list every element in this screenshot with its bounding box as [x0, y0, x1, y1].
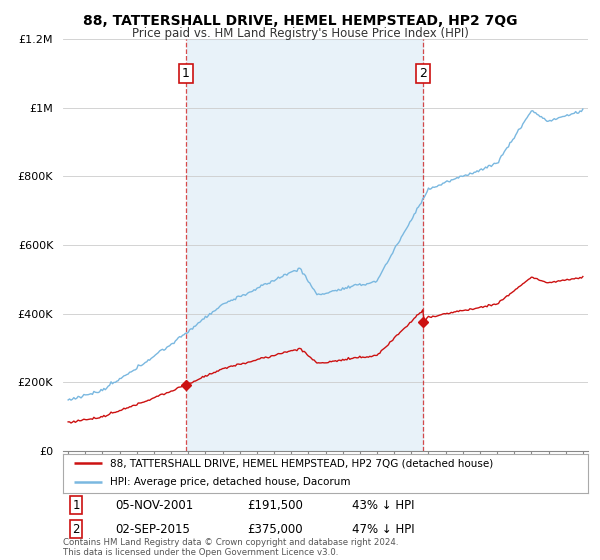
Text: 1: 1 — [73, 499, 80, 512]
Text: 2: 2 — [419, 67, 427, 80]
Text: 1: 1 — [182, 67, 190, 80]
Text: Price paid vs. HM Land Registry's House Price Index (HPI): Price paid vs. HM Land Registry's House … — [131, 27, 469, 40]
Text: 47% ↓ HPI: 47% ↓ HPI — [352, 522, 415, 536]
Text: HPI: Average price, detached house, Dacorum: HPI: Average price, detached house, Daco… — [110, 477, 351, 487]
Text: 88, TATTERSHALL DRIVE, HEMEL HEMPSTEAD, HP2 7QG (detached house): 88, TATTERSHALL DRIVE, HEMEL HEMPSTEAD, … — [110, 459, 493, 468]
Text: 43% ↓ HPI: 43% ↓ HPI — [352, 499, 414, 512]
Text: 05-NOV-2001: 05-NOV-2001 — [115, 499, 194, 512]
Text: 88, TATTERSHALL DRIVE, HEMEL HEMPSTEAD, HP2 7QG: 88, TATTERSHALL DRIVE, HEMEL HEMPSTEAD, … — [83, 14, 517, 28]
Text: 02-SEP-2015: 02-SEP-2015 — [115, 522, 190, 536]
Text: 2: 2 — [73, 522, 80, 536]
Text: £375,000: £375,000 — [247, 522, 302, 536]
Text: Contains HM Land Registry data © Crown copyright and database right 2024.
This d: Contains HM Land Registry data © Crown c… — [63, 538, 398, 557]
Text: £191,500: £191,500 — [247, 499, 302, 512]
